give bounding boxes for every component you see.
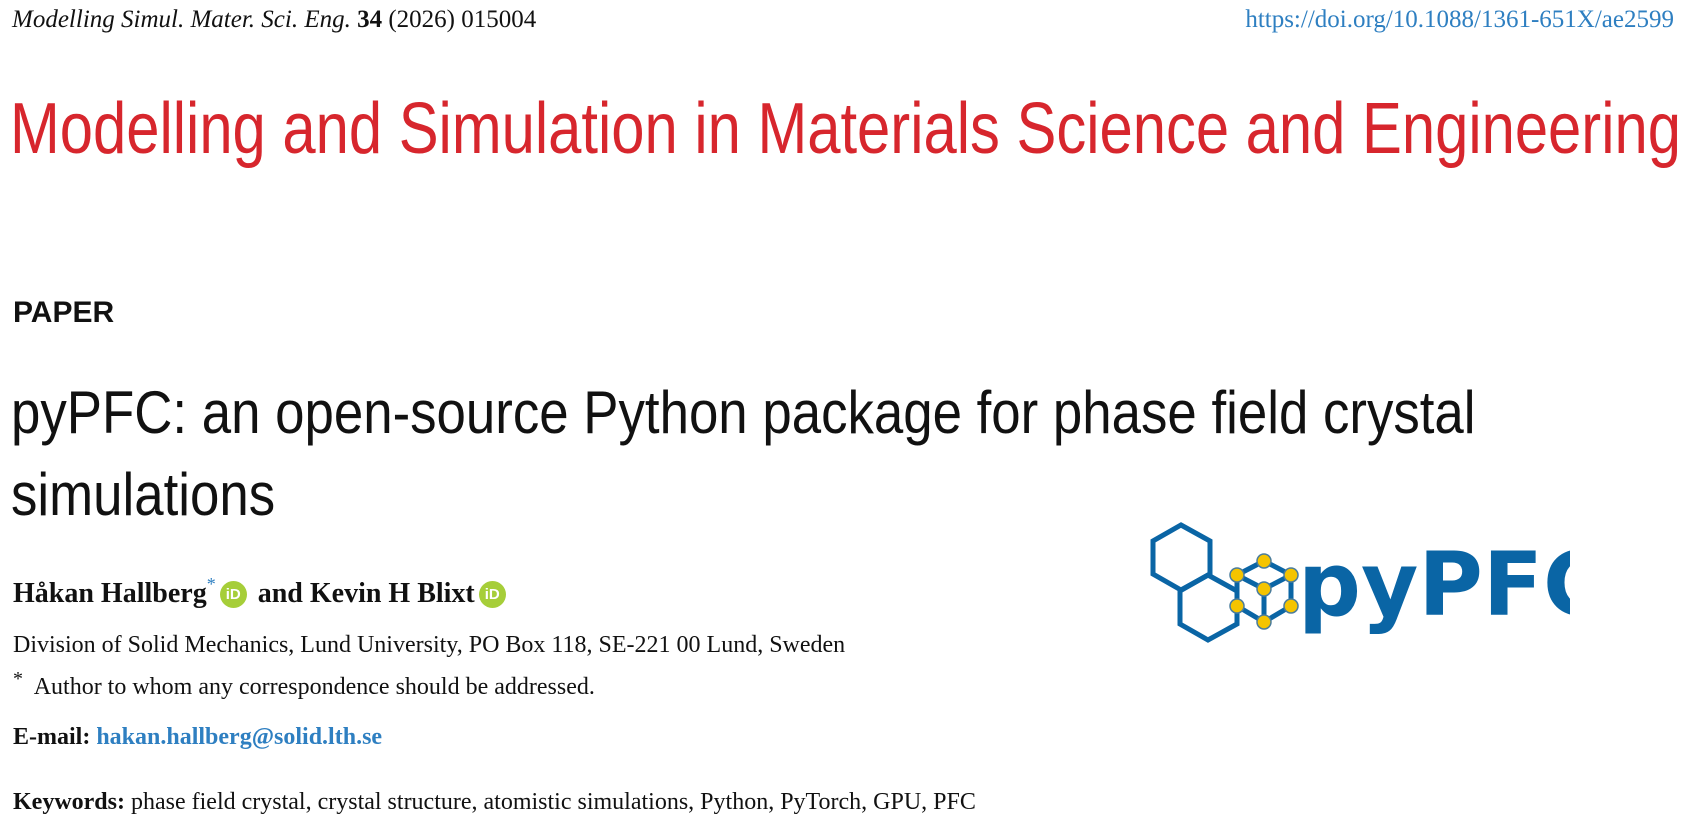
email-line: E-mail: hakan.hallberg@solid.lth.se	[13, 724, 382, 751]
author-1[interactable]: Håkan Hallberg	[13, 578, 207, 609]
author-connector: and	[257, 578, 303, 609]
journal-title-text: Modelling and Simulation in Materials Sc…	[10, 89, 1681, 169]
author-2[interactable]: Kevin H Blixt	[309, 578, 475, 609]
orcid-icon[interactable]: iD	[219, 581, 247, 608]
correspondence-text: Author to whom any correspondence should…	[33, 674, 595, 700]
title-line-2: simulations	[11, 461, 276, 528]
pypfc-logo: pyPFC	[1150, 522, 1570, 643]
article-type: PAPER	[13, 296, 115, 329]
correspondence-note: * Author to whom any correspondence shou…	[13, 668, 595, 701]
citation-header: Modelling Simul. Mater. Sci. Eng. 34 (20…	[12, 6, 536, 34]
footnote-mark: *	[13, 668, 23, 690]
orcid-icon[interactable]: iD	[478, 581, 506, 608]
doi-link[interactable]: https://doi.org/10.1088/1361-651X/ae2599	[1245, 6, 1674, 33]
volume: 34	[357, 6, 383, 33]
title-line-1: pyPFC: an open-source Python package for…	[11, 379, 1476, 446]
corresponding-mark: *	[206, 574, 216, 594]
authors: Håkan Hallberg*iD and Kevin H Blixt iD	[13, 574, 510, 610]
atoms-icon	[1229, 553, 1299, 630]
email-label: E-mail:	[13, 724, 91, 750]
keywords: Keywords: phase field crystal, crystal s…	[13, 789, 976, 816]
logo-text: pyPFC	[1298, 533, 1570, 636]
affiliation: Division of Solid Mechanics, Lund Univer…	[13, 632, 846, 658]
keywords-label: Keywords:	[13, 789, 125, 815]
journal-abbrev: Modelling Simul. Mater. Sci. Eng.	[12, 6, 351, 33]
keywords-text: phase field crystal, crystal structure, …	[130, 789, 976, 815]
paper-title: pyPFC: an open-source Python package for…	[11, 372, 1675, 536]
year-article: (2026) 015004	[388, 6, 537, 33]
email-link[interactable]: hakan.hallberg@solid.lth.se	[96, 724, 383, 750]
journal-title: Modelling and Simulation in Materials Sc…	[10, 88, 1687, 171]
